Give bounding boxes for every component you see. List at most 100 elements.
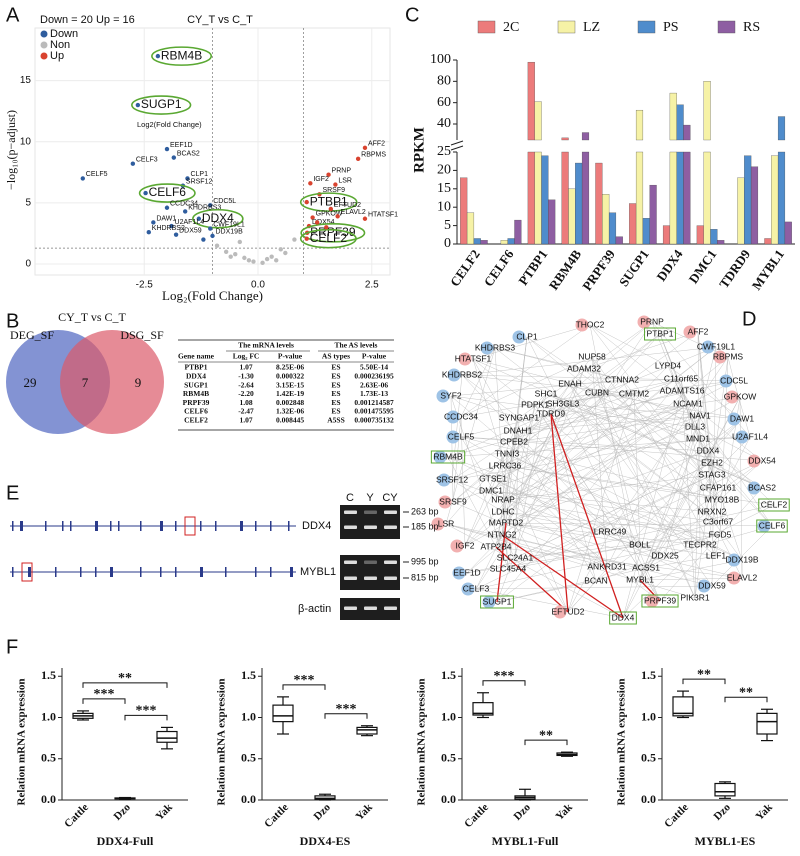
node-label: CUBN (585, 387, 609, 397)
table-cell: 0.000236195 (354, 372, 394, 381)
significance-bracket (524, 739, 568, 746)
bar (771, 155, 779, 245)
box (472, 702, 494, 716)
edge (502, 474, 713, 501)
node-label: CCDC34 (444, 411, 478, 421)
bar (744, 155, 752, 245)
table-cell: ES (331, 389, 340, 398)
event-box (21, 562, 33, 582)
edge (583, 331, 699, 370)
edge (464, 333, 661, 547)
bar (710, 229, 718, 245)
node-label: SYNGAP1 (499, 412, 539, 422)
node-dot (433, 450, 447, 464)
point-label: CWF19L1 (213, 221, 245, 228)
y-tick-label: 10 (20, 136, 32, 147)
table-header: Log₂ FC (233, 352, 260, 361)
gel-band (344, 525, 357, 529)
node-dot (683, 325, 697, 339)
edge (494, 347, 585, 370)
point (135, 102, 141, 108)
point (155, 53, 161, 59)
edge (445, 523, 696, 599)
node-label: PTBP1 (647, 328, 674, 338)
node-box (609, 611, 637, 625)
edge (562, 403, 743, 420)
edge (496, 368, 585, 603)
point-label: RBPMS (361, 152, 386, 159)
node-label: C3orf67 (703, 516, 734, 526)
significance-label: ** (697, 667, 711, 682)
edge (583, 368, 623, 381)
size-label: 263 bp (411, 506, 439, 516)
gel-band (364, 525, 377, 529)
bar (548, 199, 556, 245)
significance-bracket (682, 678, 726, 685)
table-cell: PTBP1 (185, 363, 208, 372)
bar (595, 162, 603, 245)
gel-band (344, 606, 357, 610)
exon (140, 521, 142, 531)
y-axis-label: Relation mRNA expression (16, 679, 28, 806)
edge (514, 417, 520, 559)
y-tick-label: 5 (444, 218, 451, 233)
lane-label: CY (382, 492, 398, 504)
highlight-ring (131, 95, 192, 115)
edge (501, 403, 689, 536)
node-label: EZH2 (701, 457, 723, 467)
point (260, 260, 265, 265)
exon (55, 567, 57, 577)
node-dot (735, 430, 749, 444)
point-label: KHDRBS2 (152, 225, 185, 232)
node-label: NAV1 (689, 410, 711, 420)
edge (502, 511, 509, 570)
edge (495, 441, 515, 548)
y-tick-label: 0 (444, 236, 451, 251)
bar (561, 137, 569, 141)
edge (504, 465, 775, 506)
edge (589, 324, 763, 462)
y-tick-label: 1.0 (441, 709, 456, 723)
node-label: TNNI3 (495, 448, 520, 458)
edge (450, 395, 611, 533)
node-label: DDX54 (748, 455, 776, 465)
node-label: THOC2 (576, 319, 605, 329)
node-label: HTATSF1 (455, 353, 492, 363)
exon (95, 567, 97, 577)
y-axis-label: Relation mRNA expression (216, 679, 228, 806)
highlight-ring (299, 228, 357, 249)
edge (466, 544, 641, 574)
gel-band (344, 560, 357, 564)
significance-bracket (482, 680, 526, 686)
node-label: U2AF1L4 (732, 431, 768, 441)
point (130, 161, 136, 166)
edge (550, 346, 717, 415)
point-label: LSR (338, 177, 352, 184)
bar (466, 212, 475, 245)
node-dot (725, 390, 739, 404)
edge (639, 396, 741, 581)
edge (697, 331, 701, 546)
edge (464, 396, 741, 547)
point (264, 256, 270, 262)
edge (639, 521, 719, 546)
subtitle: Down = 20 Up = 16 (40, 14, 135, 26)
edge (496, 378, 682, 603)
edge (490, 417, 520, 492)
node-label: SRSF12 (436, 474, 468, 484)
edge (569, 383, 661, 602)
node-label: SLC24A1 (497, 552, 534, 562)
edge (461, 374, 520, 419)
node-label: PRNP (640, 316, 664, 326)
y-tick-label: 0.5 (41, 751, 56, 765)
edge (518, 321, 653, 419)
edge (445, 453, 508, 525)
y-tick-label: 1.5 (441, 668, 456, 682)
axis-break (450, 145, 464, 151)
edge (517, 378, 682, 432)
significance-label: *** (136, 704, 157, 719)
node-label: EFTUD2 (551, 606, 584, 616)
bar (534, 101, 542, 141)
node-label: GPKOW (724, 391, 757, 401)
edge (562, 403, 719, 523)
